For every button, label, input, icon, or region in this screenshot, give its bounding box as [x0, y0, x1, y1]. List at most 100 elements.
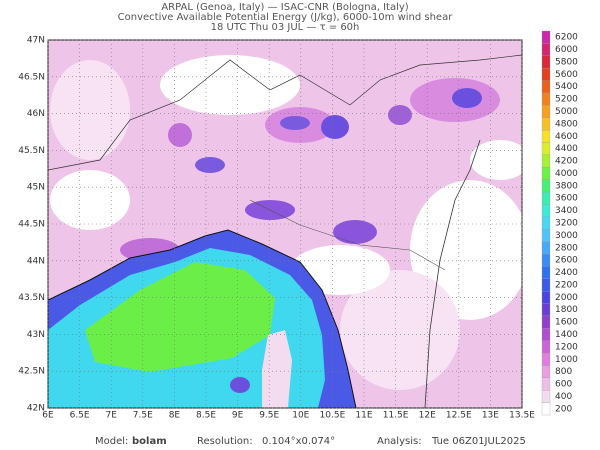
colorbar-cell — [541, 253, 551, 267]
colorbar-cell — [541, 229, 551, 242]
y-tick-label: 43N — [27, 330, 45, 340]
colorbar-label: 5600 — [555, 70, 578, 80]
colorbar-label: 1000 — [555, 355, 578, 365]
colorbar-label: 3400 — [555, 206, 578, 216]
colorbar-cell — [541, 216, 551, 230]
colorbar-label: 5400 — [555, 82, 578, 92]
colorbar-label: 6200 — [555, 33, 578, 43]
y-tick-label: 45N — [27, 183, 45, 193]
colorbar-label: 600 — [555, 380, 572, 390]
x-tick-label: 13E — [482, 411, 499, 421]
colorbar-cell — [541, 129, 551, 143]
colorbar-cell — [541, 266, 551, 279]
colorbar-label: 3600 — [555, 194, 578, 204]
colorbar-cell — [541, 290, 551, 304]
colorbar-label: 5000 — [555, 107, 578, 117]
colorbar-label: 4200 — [555, 157, 578, 167]
colorbar-label: 2200 — [555, 280, 578, 290]
y-tick-label: 45.5N — [18, 146, 45, 156]
colorbar-label: 1400 — [555, 330, 578, 340]
footer: Model: bolam Resolution: 0.104°x0.074° A… — [95, 436, 526, 447]
colorbar-cell — [541, 303, 551, 317]
colorbar-cell — [541, 179, 551, 193]
y-tick-label: 44N — [27, 256, 45, 266]
x-tick-label: 9.5E — [259, 411, 279, 421]
y-tick-label: 47N — [27, 36, 45, 46]
colorbar-label: 3800 — [555, 181, 578, 191]
colorbar-label: 2400 — [555, 268, 578, 278]
colorbar-cell — [541, 105, 551, 118]
x-tick-label: 10.5E — [320, 411, 346, 421]
header-line: Convective Available Potential Energy (J… — [118, 12, 454, 23]
colorbar-label: 400 — [555, 392, 572, 402]
colorbar-label: 4400 — [555, 144, 578, 154]
colorbar-cell — [541, 377, 551, 391]
colorbar-cell — [541, 315, 551, 329]
colorbar-label: 3200 — [555, 219, 578, 229]
colorbar-label: 5200 — [555, 95, 578, 105]
colorbar-cell — [541, 142, 551, 156]
colorbar-cell — [541, 30, 551, 44]
x-tick-label: 11E — [355, 411, 372, 421]
colorbar-cell — [541, 390, 551, 403]
footer-label: Model: — [95, 436, 128, 447]
colorbar-cell — [541, 352, 551, 366]
x-tick-label: 8E — [169, 411, 181, 421]
x-tick-label: 12E — [419, 411, 436, 421]
colorbar-label: 4600 — [555, 132, 578, 142]
colorbar-cell — [541, 68, 551, 81]
colorbar-label: 2600 — [555, 256, 578, 266]
colorbar-cell — [541, 204, 551, 217]
colorbar-cell — [541, 154, 551, 168]
colorbar-cell — [541, 278, 551, 292]
colorbar-label: 1600 — [555, 318, 578, 328]
colorbar-cell — [541, 167, 551, 180]
colorbar-cell — [541, 328, 551, 341]
x-tick-label: 10E — [292, 411, 309, 421]
x-tick-label: 11.5E — [383, 411, 409, 421]
colorbar-label: 5800 — [555, 57, 578, 67]
colorbar-label: 2000 — [555, 293, 578, 303]
colorbar-label: 800 — [555, 367, 572, 377]
footer-value: Tue 06Z01JUL2025 — [431, 436, 526, 447]
x-tick-label: 12.5E — [446, 411, 472, 421]
colorbar-cell — [541, 241, 551, 255]
header-line: 18 UTC Thu 03 JUL — τ = 60h — [211, 22, 360, 33]
x-tick-label: 7E — [105, 411, 117, 421]
colorbar-label: 6000 — [555, 45, 578, 55]
y-tick-label: 42N — [27, 404, 45, 414]
header-line: ARPAL (Genoa, Italy) — ISAC-CNR (Bologna… — [161, 2, 408, 13]
footer-value: bolam — [132, 436, 167, 447]
colorbar-cell — [541, 92, 551, 106]
y-tick-label: 42.5N — [18, 367, 45, 377]
x-tick-label: 6.5E — [70, 411, 90, 421]
colorbar-cell — [541, 191, 551, 205]
x-tick-label: 13.5E — [509, 411, 535, 421]
x-tick-label: 6E — [42, 411, 54, 421]
x-tick-label: 7.5E — [133, 411, 153, 421]
y-tick-label: 46N — [27, 109, 45, 119]
colorbar-cell — [541, 55, 551, 69]
colorbar-label: 3000 — [555, 231, 578, 241]
y-tick-label: 44.5N — [18, 220, 45, 230]
colorbar-cell — [541, 340, 551, 354]
colorbar-label: 1800 — [555, 305, 578, 315]
footer-label: Resolution: — [197, 436, 253, 447]
colorbar-cell — [541, 402, 551, 416]
footer-value: 0.104°x0.074° — [262, 436, 335, 447]
footer-label: Analysis: — [377, 436, 422, 447]
y-tick-label: 43.5N — [18, 293, 45, 303]
colorbar-label: 4000 — [555, 169, 578, 179]
x-tick-label: 9E — [232, 411, 244, 421]
colorbar-label: 4800 — [555, 119, 578, 129]
colorbar-cell — [541, 80, 551, 94]
x-tick-label: 8.5E — [196, 411, 216, 421]
colorbar-label: 2800 — [555, 243, 578, 253]
y-tick-label: 46.5N — [18, 72, 45, 82]
colorbar-cell — [541, 117, 551, 131]
colorbar-label: 1200 — [555, 342, 578, 352]
colorbar-label: 200 — [555, 404, 572, 414]
colorbar-cell — [541, 365, 551, 378]
